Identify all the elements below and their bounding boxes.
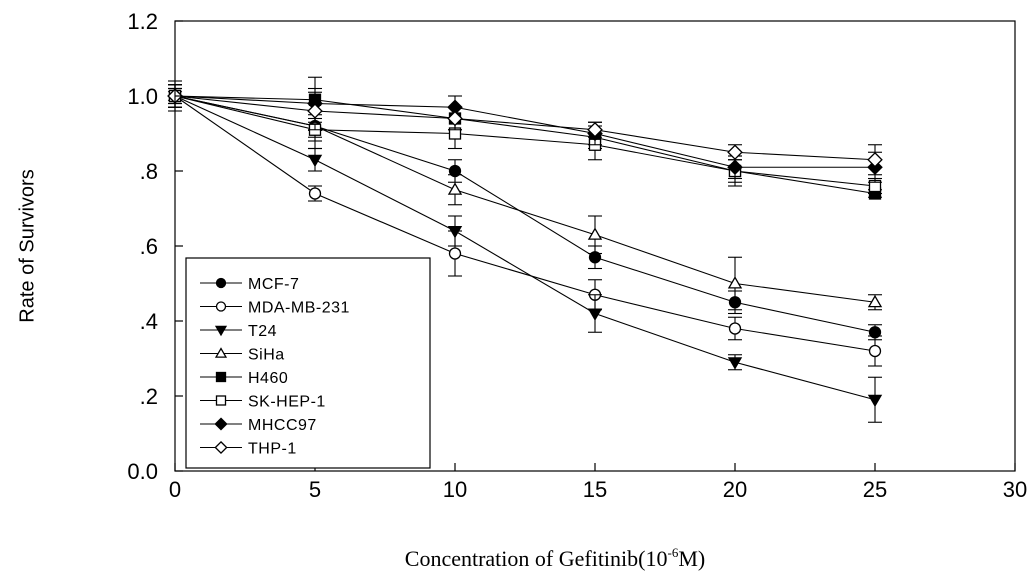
- legend-marker: [214, 440, 228, 455]
- x-tick-label: 15: [583, 477, 607, 502]
- y-tick-label: .8: [140, 159, 158, 184]
- legend-marker: [215, 301, 227, 312]
- series-line: [174, 95, 876, 352]
- x-tick-label: 20: [723, 477, 747, 502]
- series-siha: [167, 87, 883, 311]
- x-tick-label: 10: [443, 477, 467, 502]
- data-point: [727, 276, 743, 289]
- legend-marker: [215, 371, 227, 383]
- axes-layer: 0 5 10 15 20 25 30 0.0 .2 .4 .6 .8 1.0 1.2: [127, 9, 1027, 502]
- y-tick-label: 1.0: [127, 84, 158, 109]
- data-point: [447, 225, 463, 239]
- series-thp-1: [167, 84, 883, 176]
- legend-marker: [214, 347, 228, 358]
- y-tick-label: 1.2: [127, 9, 158, 34]
- data-point: [868, 344, 882, 358]
- y-tick-label: 0.0: [127, 459, 158, 484]
- y-tick-label: .2: [140, 384, 158, 409]
- y-tick-label: .4: [140, 309, 158, 334]
- legend-marker: [215, 277, 227, 289]
- data-point: [727, 357, 743, 370]
- y-tick-label: .6: [140, 234, 158, 259]
- data-point: [587, 308, 603, 321]
- legend-box: [185, 257, 431, 469]
- series-line: [174, 95, 876, 303]
- data-point: [867, 294, 883, 308]
- legend-label: MDA-MB-231: [248, 300, 350, 317]
- data-point: [447, 182, 463, 195]
- legend-label: MHCC97: [248, 417, 317, 434]
- series-mhcc97: [167, 84, 883, 183]
- data-point: [308, 187, 322, 200]
- x-axis-label-end: M): [678, 546, 705, 571]
- legend: MCF-7 MDA-MB-231 T24 SiHa H460 SK-HEP-1 MHCC97…: [185, 257, 431, 469]
- legend-label: T24: [248, 323, 277, 340]
- data-point: [307, 154, 323, 168]
- legend-label: SK-HEP-1: [248, 394, 326, 411]
- x-tick-label: 0: [169, 477, 181, 502]
- series-line: [174, 95, 876, 401]
- data-point: [728, 322, 742, 335]
- x-tick-label: 30: [1003, 477, 1027, 502]
- data-point: [587, 121, 603, 138]
- data-point: [727, 159, 743, 176]
- legend-label: MCF-7: [248, 276, 299, 293]
- x-axis-label-main: Concentration of Gefitinib(10: [405, 546, 668, 571]
- data-point: [727, 144, 743, 161]
- series-line: [174, 95, 875, 168]
- x-axis-label-sup: -6: [667, 545, 678, 560]
- series-h460: [168, 76, 882, 200]
- series-line: [174, 95, 876, 195]
- legend-marker: [214, 325, 228, 337]
- series-line: [174, 95, 876, 187]
- legend-label: SiHa: [248, 347, 285, 364]
- data-point: [867, 151, 883, 168]
- legend-marker: [215, 395, 227, 406]
- data-point: [867, 394, 883, 408]
- series-line: [174, 95, 876, 161]
- data-point: [447, 110, 463, 127]
- data-point: [448, 247, 462, 260]
- data-point: [587, 227, 603, 240]
- x-axis-label: Concentration of Gefitinib(10-6M): [405, 545, 705, 571]
- legend-marker: [214, 417, 228, 431]
- x-tick-label: 5: [309, 477, 321, 502]
- data-point: [307, 103, 323, 119]
- legend-label: H460: [248, 370, 288, 387]
- legend-label: THP-1: [248, 441, 297, 458]
- y-axis-label: Rate of Survivors: [16, 169, 38, 322]
- x-tick-label: 25: [863, 477, 887, 502]
